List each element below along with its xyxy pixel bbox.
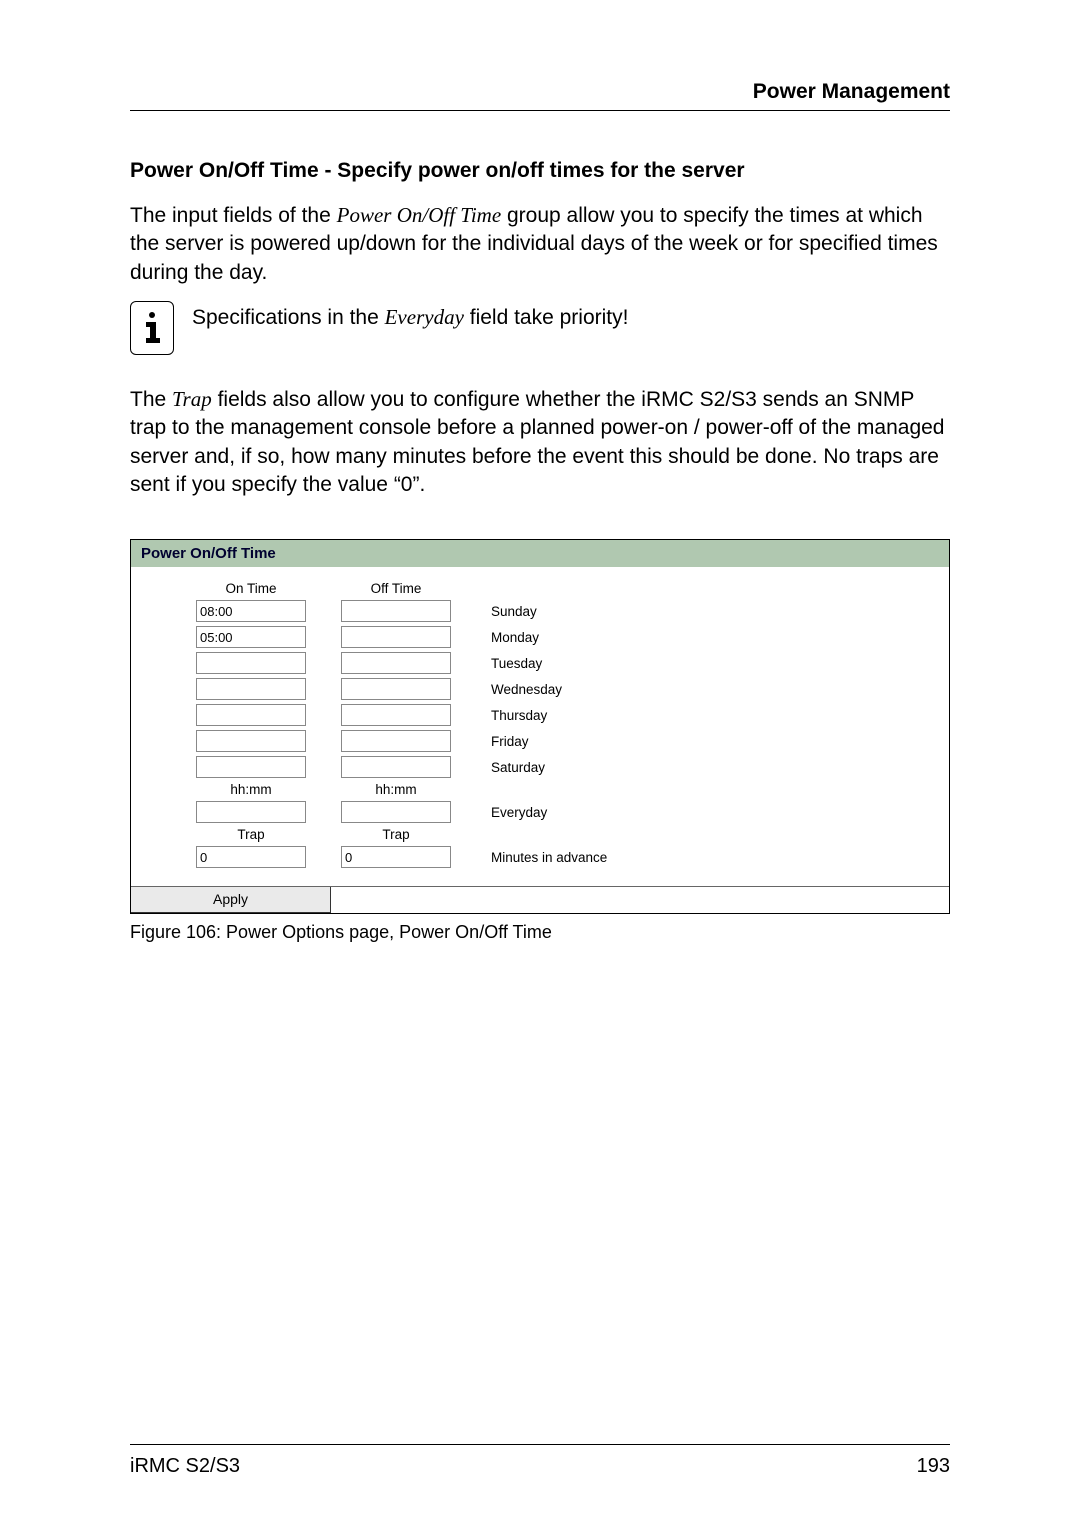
off-time-label: Off Time	[341, 581, 451, 596]
day-row: Tuesday	[141, 652, 939, 674]
header-title: Power Management	[130, 80, 950, 104]
note-post: field take priority!	[464, 306, 629, 329]
apply-row: Apply	[131, 886, 949, 913]
day-row: Saturday	[141, 756, 939, 778]
figure-caption: Figure 106: Power Options page, Power On…	[130, 922, 950, 943]
day-label: Saturday	[491, 760, 545, 775]
day-row: Monday	[141, 626, 939, 648]
day-row: Thursday	[141, 704, 939, 726]
day-label: Wednesday	[491, 682, 562, 697]
trap-italic: Trap	[172, 387, 212, 411]
off-time-input[interactable]	[341, 704, 451, 726]
intro-pre: The input fields of the	[130, 204, 337, 227]
on-time-label: On Time	[196, 581, 306, 596]
on-time-input[interactable]	[196, 600, 306, 622]
note-pre: Specifications in the	[192, 306, 385, 329]
hhmm-off-label: hh:mm	[341, 782, 451, 797]
off-time-input[interactable]	[341, 626, 451, 648]
on-time-input[interactable]	[196, 704, 306, 726]
trap-on-input[interactable]	[196, 846, 306, 868]
everyday-row: Everyday	[141, 801, 939, 823]
on-time-input[interactable]	[196, 652, 306, 674]
off-time-input[interactable]	[341, 756, 451, 778]
day-row: Wednesday	[141, 678, 939, 700]
trap-pre: The	[130, 388, 172, 411]
day-label: Thursday	[491, 708, 547, 723]
on-time-input[interactable]	[196, 756, 306, 778]
intro-paragraph: The input fields of the Power On/Off Tim…	[130, 201, 950, 287]
minutes-label: Minutes in advance	[491, 850, 607, 865]
panel-body: On Time Off Time Sunday Monday Tuesday Wedn…	[131, 567, 949, 878]
on-time-input[interactable]	[196, 626, 306, 648]
everyday-on-input[interactable]	[196, 801, 306, 823]
header-row: On Time Off Time	[141, 581, 939, 596]
page-footer: iRMC S2/S3 193	[130, 1444, 950, 1478]
apply-button[interactable]: Apply	[131, 887, 331, 913]
footer-left: iRMC S2/S3	[130, 1455, 240, 1478]
hhmm-on-label: hh:mm	[196, 782, 306, 797]
trap-on-label: Trap	[196, 827, 306, 842]
on-time-input[interactable]	[196, 730, 306, 752]
hhmm-row: hh:mm hh:mm	[141, 782, 939, 797]
info-note: Specifications in the Everyday field tak…	[130, 301, 950, 355]
off-time-input[interactable]	[341, 730, 451, 752]
day-label: Monday	[491, 630, 539, 645]
footer-right: 193	[917, 1455, 950, 1478]
trap-off-input[interactable]	[341, 846, 451, 868]
day-row: Sunday	[141, 600, 939, 622]
page-header: Power Management	[130, 80, 950, 111]
trap-input-row: Minutes in advance	[141, 846, 939, 868]
everyday-off-input[interactable]	[341, 801, 451, 823]
intro-italic: Power On/Off Time	[337, 203, 502, 227]
note-text: Specifications in the Everyday field tak…	[192, 301, 628, 332]
footer-rule	[130, 1444, 950, 1445]
trap-paragraph: The Trap fields also allow you to config…	[130, 385, 950, 499]
day-label: Sunday	[491, 604, 537, 619]
trap-post: fields also allow you to configure wheth…	[130, 388, 944, 496]
everyday-label: Everyday	[491, 805, 547, 820]
power-onoff-panel: Power On/Off Time On Time Off Time Sunda…	[130, 539, 950, 914]
section-heading: Power On/Off Time - Specify power on/off…	[130, 159, 950, 183]
note-italic: Everyday	[385, 305, 464, 329]
on-time-input[interactable]	[196, 678, 306, 700]
trap-label-row: Trap Trap	[141, 827, 939, 842]
off-time-input[interactable]	[341, 652, 451, 674]
day-row: Friday	[141, 730, 939, 752]
off-time-input[interactable]	[341, 600, 451, 622]
off-time-input[interactable]	[341, 678, 451, 700]
day-label: Friday	[491, 734, 529, 749]
trap-off-label: Trap	[341, 827, 451, 842]
day-label: Tuesday	[491, 656, 542, 671]
panel-title: Power On/Off Time	[131, 540, 949, 567]
info-icon	[130, 301, 174, 355]
header-rule	[130, 110, 950, 111]
